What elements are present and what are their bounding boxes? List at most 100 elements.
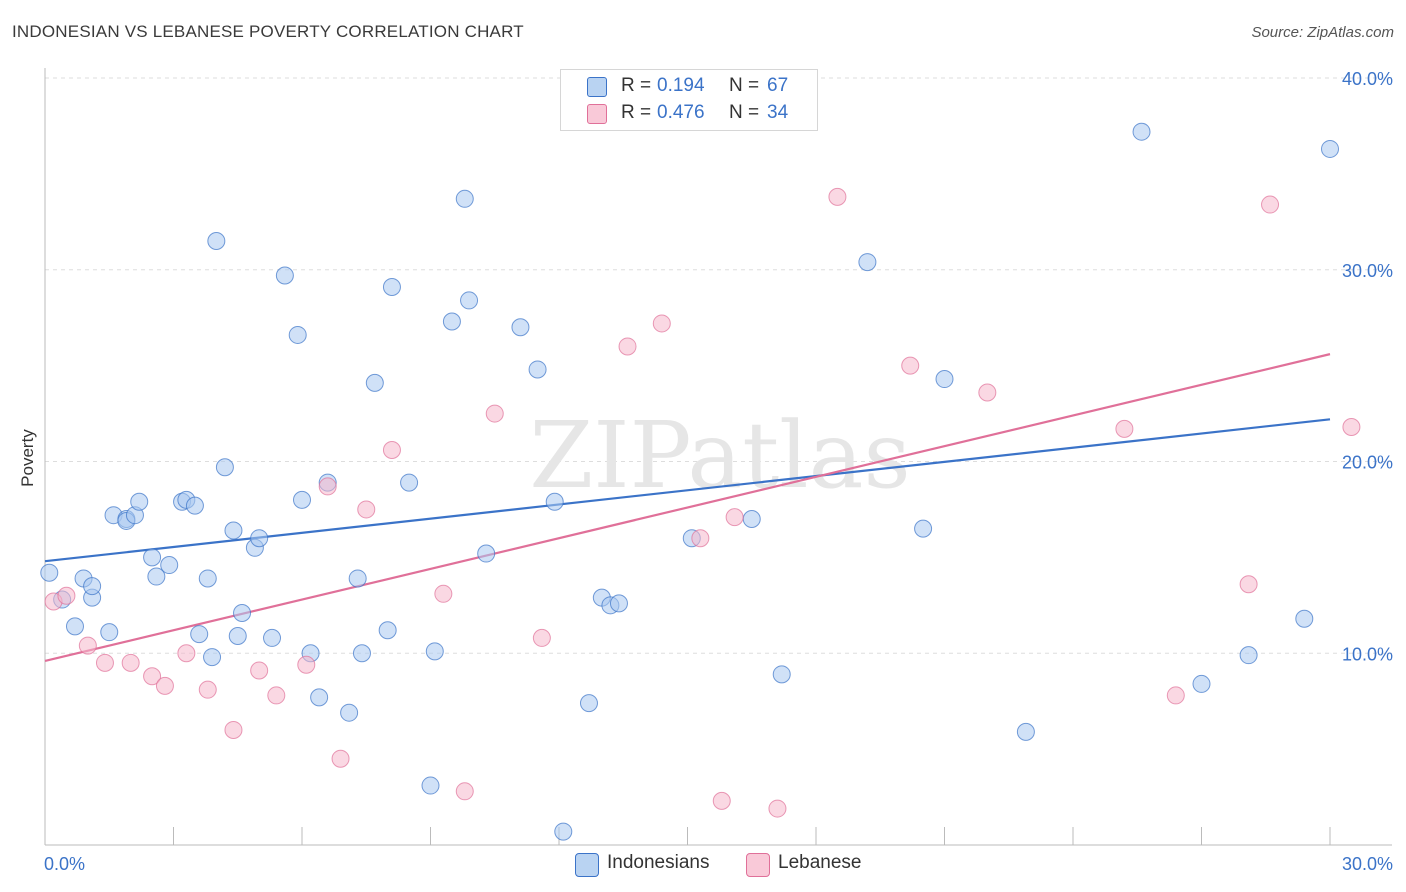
point-lebanese	[318, 477, 337, 496]
point-indonesians	[935, 370, 954, 389]
point-lebanese	[1261, 195, 1280, 214]
source-credit: Source: ZipAtlas.com	[1251, 24, 1394, 41]
point-lebanese	[652, 314, 671, 333]
legend-label-lebanese: Lebanese	[778, 852, 862, 873]
legend-label-indonesians: Indonesians	[607, 852, 710, 873]
legend-r-value: 0.194	[657, 75, 705, 96]
point-lebanese	[95, 653, 114, 672]
correlation-legend: R = 0.194 N = 67 R = 0.476 N = 34	[560, 69, 818, 131]
point-lebanese	[250, 661, 269, 680]
point-indonesians	[147, 567, 166, 586]
chart-title: INDONESIAN VS LEBANESE POVERTY CORRELATI…	[12, 22, 524, 41]
point-indonesians	[352, 644, 371, 663]
legend-n-label: N =	[729, 102, 760, 123]
point-lebanese	[331, 749, 350, 768]
point-indonesians	[477, 544, 496, 563]
point-indonesians	[288, 325, 307, 344]
point-indonesians	[293, 490, 311, 509]
point-indonesians	[100, 623, 119, 642]
point-indonesians	[1295, 609, 1314, 628]
point-lebanese	[712, 791, 731, 810]
point-indonesians	[83, 577, 102, 596]
point-indonesians	[772, 665, 791, 684]
point-lebanese	[155, 676, 174, 695]
point-lebanese	[382, 440, 401, 459]
point-lebanese	[455, 782, 474, 801]
point-lebanese	[978, 383, 997, 402]
axis-labels: 10.0% 20.0% 30.0% 40.0% 0.0% 30.0% Poverty	[18, 69, 1393, 874]
point-indonesians	[609, 594, 628, 613]
point-indonesians	[858, 253, 877, 272]
point-indonesians	[203, 648, 222, 667]
watermark-text: ZIPatlas	[529, 402, 910, 509]
point-indonesians	[207, 231, 226, 250]
point-lebanese	[691, 529, 710, 548]
point-indonesians	[1239, 646, 1258, 665]
point-lebanese	[1239, 575, 1258, 594]
point-lebanese	[618, 337, 637, 356]
point-lebanese	[434, 584, 453, 603]
point-indonesians	[228, 626, 247, 645]
point-indonesians	[579, 694, 598, 713]
point-indonesians	[1132, 122, 1151, 141]
point-indonesians	[275, 266, 294, 285]
point-indonesians	[1192, 674, 1211, 693]
point-indonesians	[1016, 722, 1035, 741]
point-indonesians	[263, 628, 282, 647]
point-lebanese	[121, 653, 140, 672]
point-indonesians	[742, 510, 761, 529]
legend-swatch-lebanese	[587, 104, 607, 124]
point-lebanese	[224, 720, 243, 739]
point-indonesians	[130, 492, 149, 511]
point-indonesians	[190, 625, 209, 644]
legend-r-value: 0.476	[657, 102, 705, 123]
point-indonesians	[215, 458, 234, 477]
data-points	[40, 122, 1361, 841]
point-indonesians	[511, 318, 530, 337]
point-indonesians	[455, 189, 474, 208]
point-indonesians	[442, 312, 461, 331]
legend-swatch-lebanese	[746, 853, 770, 877]
point-lebanese	[725, 508, 744, 527]
legend-n-value: 67	[767, 75, 789, 96]
point-indonesians	[224, 521, 243, 540]
point-lebanese	[198, 680, 217, 699]
point-lebanese	[901, 356, 920, 375]
point-lebanese	[768, 799, 787, 818]
legend-swatch-indonesians	[575, 853, 599, 877]
point-indonesians	[65, 617, 84, 636]
point-lebanese	[57, 586, 76, 605]
point-lebanese	[267, 686, 286, 705]
point-indonesians	[233, 603, 252, 622]
grid-lines	[45, 77, 1392, 654]
y-tick-label: 10.0%	[1342, 644, 1393, 664]
point-indonesians	[250, 529, 269, 548]
point-indonesians	[1321, 139, 1339, 158]
y-tick-label: 20.0%	[1342, 453, 1393, 473]
point-lebanese	[78, 636, 97, 655]
y-axis-label: Poverty	[18, 429, 37, 487]
y-tick-label: 30.0%	[1342, 261, 1393, 281]
trend-line-lebanese	[44, 353, 1331, 662]
point-indonesians	[185, 496, 204, 515]
x-tick-label: 0.0%	[44, 854, 85, 874]
point-lebanese	[357, 500, 376, 519]
point-indonesians	[348, 569, 367, 588]
point-lebanese	[1115, 419, 1134, 438]
legend-swatch-indonesians	[587, 77, 607, 97]
point-lebanese	[297, 655, 316, 674]
point-indonesians	[545, 492, 564, 511]
point-lebanese	[485, 404, 504, 423]
point-indonesians	[143, 548, 162, 567]
point-indonesians	[365, 373, 384, 392]
point-lebanese	[1166, 686, 1185, 705]
point-lebanese	[1342, 417, 1361, 436]
point-lebanese	[532, 628, 551, 647]
point-indonesians	[421, 776, 440, 795]
point-indonesians	[425, 642, 444, 661]
point-indonesians	[310, 688, 329, 707]
point-lebanese	[828, 187, 847, 206]
point-indonesians	[554, 822, 573, 841]
legend-r-label: R =	[621, 102, 652, 123]
